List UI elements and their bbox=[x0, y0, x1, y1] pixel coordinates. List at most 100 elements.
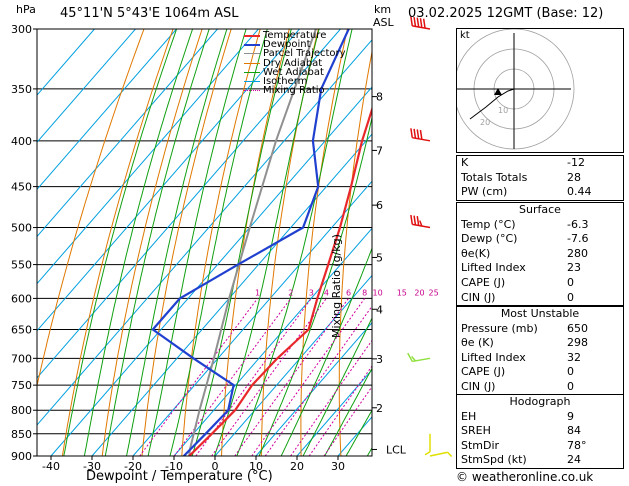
pressure-tick-label: 850 bbox=[11, 428, 32, 441]
mixing-ratio-label: 25 bbox=[429, 288, 439, 297]
hpa-unit-label: hPa bbox=[16, 3, 36, 16]
mu-label: Lifted Index bbox=[461, 350, 526, 364]
height-tick-label: 2 bbox=[376, 402, 383, 415]
index-value: 0.44 bbox=[567, 185, 592, 199]
pressure-tick-label: 550 bbox=[11, 259, 32, 272]
surface-label: Dewp (°C) bbox=[461, 232, 518, 246]
credit-text: © weatheronline.co.uk bbox=[456, 470, 594, 484]
surface-row: θe(K) 280 bbox=[457, 247, 623, 262]
pressure-tick-label: 650 bbox=[11, 324, 32, 337]
pressure-tick-label: 350 bbox=[11, 83, 32, 96]
surface-value: 280 bbox=[567, 246, 588, 260]
legend-item-dry-adiabat: Dry Adiabat bbox=[244, 57, 346, 69]
surface-title: Surface bbox=[519, 203, 561, 216]
index-label: K bbox=[461, 156, 469, 169]
isotherm-line bbox=[132, 180, 372, 456]
temperature-tick-label: 30 bbox=[331, 460, 345, 473]
legend-label: Wet Adiabat bbox=[263, 66, 324, 78]
legend-item-dewpoint: Dewpoint bbox=[244, 40, 346, 50]
surface-row: Temp (°C) -6.3 bbox=[457, 218, 623, 233]
temperature-line bbox=[188, 106, 372, 456]
pressure-tick-label: 900 bbox=[11, 450, 32, 463]
mixing-ratio-label: 4 bbox=[324, 288, 329, 297]
mixing-ratio-line bbox=[308, 365, 372, 456]
isotherm-line bbox=[50, 86, 372, 456]
surface-value: 0 bbox=[567, 290, 574, 304]
mixing-ratio-line bbox=[173, 298, 292, 456]
wind-barb-flag bbox=[447, 451, 453, 458]
hodo-row: EH 9 bbox=[457, 410, 623, 425]
wind-barb-flag bbox=[422, 18, 426, 29]
wet-adiabat-line bbox=[324, 367, 372, 456]
wet-adiabat-line bbox=[302, 317, 372, 456]
isotherm-line bbox=[37, 29, 177, 191]
wet-adiabat-line bbox=[63, 29, 178, 456]
surface-value: -6.3 bbox=[567, 217, 589, 231]
mixing-ratio-label: 1 bbox=[255, 288, 260, 297]
mixing-ratio-label: 10 bbox=[373, 288, 383, 297]
height-tick-label: 4 bbox=[376, 303, 383, 316]
index-value: 28 bbox=[567, 170, 581, 184]
dry-adiabat-line bbox=[260, 29, 319, 456]
hodo-row: SREH 84 bbox=[457, 424, 623, 439]
isotherm-line bbox=[37, 29, 341, 379]
wind-barb bbox=[429, 451, 448, 457]
wet-adiabat-line bbox=[104, 29, 210, 456]
wet-adiabat-line bbox=[236, 29, 353, 456]
surface-row: Dewp (°C) -7.6 bbox=[457, 232, 623, 247]
legend-label: Isotherm bbox=[263, 75, 308, 87]
dry-adiabat-line bbox=[181, 29, 261, 456]
dry-adiabat-line bbox=[141, 29, 232, 456]
mu-label: θe (K) bbox=[461, 336, 494, 350]
surface-value: 23 bbox=[567, 261, 581, 275]
wind-barb-flag bbox=[410, 214, 414, 225]
wind-barb-flag bbox=[410, 16, 414, 26]
most-unstable-title: Most Unstable bbox=[500, 307, 580, 320]
hodograph-ring-label: 10 bbox=[498, 106, 508, 115]
isotherm-line bbox=[37, 29, 300, 332]
plot-frame bbox=[36, 28, 373, 457]
wet-adiabat-line bbox=[169, 29, 268, 456]
legend-label: Parcel Trajectory bbox=[263, 48, 346, 60]
mu-value: 650 bbox=[567, 321, 588, 335]
temperature-tick-label: 0 bbox=[212, 460, 219, 473]
hodo-value: 24 bbox=[567, 453, 581, 467]
mu-row: Lifted Index 32 bbox=[457, 351, 623, 366]
surface-row: CIN (J) 0 bbox=[457, 291, 623, 306]
mu-label: CIN (J) bbox=[461, 379, 496, 393]
hodo-label: StmDir bbox=[461, 438, 500, 452]
wind-barb-flag bbox=[416, 17, 420, 28]
legend-label: Temperature bbox=[263, 30, 327, 41]
hodo-value: 9 bbox=[567, 409, 574, 423]
isotherm-line bbox=[214, 274, 372, 456]
mu-value: 0 bbox=[567, 379, 574, 393]
wind-barb-flag bbox=[424, 451, 431, 456]
surface-label: CAPE (J) bbox=[461, 275, 506, 289]
mixing-ratio-line bbox=[195, 298, 312, 456]
mixing-ratio-label: 6 bbox=[346, 288, 351, 297]
hodograph-trace bbox=[469, 88, 515, 120]
surface-label: Temp (°C) bbox=[461, 217, 516, 231]
dry-adiabat-line bbox=[61, 29, 174, 456]
mu-value: 0 bbox=[567, 365, 574, 379]
asl-unit-label: ASL bbox=[373, 16, 394, 29]
height-tick-label: 8 bbox=[376, 91, 383, 104]
wind-barb-flag bbox=[413, 128, 417, 139]
index-row: PW (cm) 0.44 bbox=[457, 185, 623, 200]
pressure-tick-label: 450 bbox=[11, 181, 32, 194]
hodograph-unit: kt bbox=[460, 30, 470, 41]
legend-item-isotherm: Isotherm bbox=[244, 75, 346, 87]
indices-panel: K -12 Totals Totals 28 PW (cm) 0.44 bbox=[456, 155, 624, 201]
mixing-ratio-label: 15 bbox=[397, 288, 407, 297]
mixing-ratio-line bbox=[264, 305, 372, 456]
temperature-tick-label: -30 bbox=[83, 460, 101, 473]
mu-row: CIN (J) 0 bbox=[457, 380, 623, 395]
isotherm-line bbox=[255, 321, 372, 456]
legend: Temperature Dewpoint Parcel Trajectory D… bbox=[244, 30, 346, 96]
legend-label: Dry Adiabat bbox=[263, 57, 323, 69]
height-tick-label: 3 bbox=[376, 353, 383, 366]
temperature-tick-label: -40 bbox=[42, 460, 60, 473]
wind-barb-flag bbox=[413, 16, 417, 27]
hodo-label: StmSpd (kt) bbox=[461, 453, 527, 467]
